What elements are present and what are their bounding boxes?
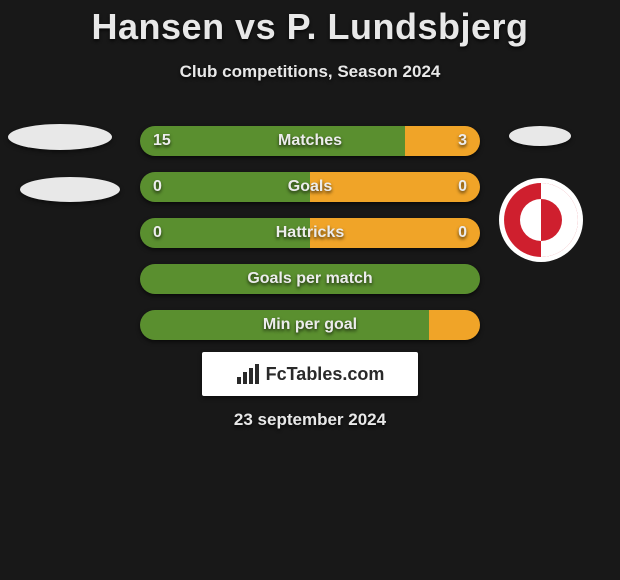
stat-value-left: 0 bbox=[153, 218, 162, 248]
fctables-attribution: FcTables.com bbox=[202, 352, 418, 396]
stat-label: Goals per match bbox=[140, 264, 480, 294]
stat-label: Goals bbox=[140, 172, 480, 202]
stat-bar: Goals0 0 bbox=[140, 172, 480, 202]
stat-label: Hattricks bbox=[140, 218, 480, 248]
bars-icon bbox=[236, 363, 262, 385]
stat-bar: Hattricks0 0 bbox=[140, 218, 480, 248]
stat-row: Min per goal bbox=[0, 310, 620, 340]
stat-value-left: 15 bbox=[153, 126, 171, 156]
page-subtitle: Club competitions, Season 2024 bbox=[0, 62, 620, 82]
stat-value-right: 0 bbox=[458, 172, 467, 202]
stat-label: Matches bbox=[140, 126, 480, 156]
player-right-placeholder bbox=[509, 126, 571, 146]
stat-bar: Min per goal bbox=[140, 310, 480, 340]
stat-bar: Goals per match bbox=[140, 264, 480, 294]
stat-value-right: 3 bbox=[458, 126, 467, 156]
date-label: 23 september 2024 bbox=[0, 410, 620, 430]
stat-value-right: 0 bbox=[458, 218, 467, 248]
stat-value-left: 0 bbox=[153, 172, 162, 202]
stat-row: Goals per match bbox=[0, 264, 620, 294]
stat-bar: Matches15 3 bbox=[140, 126, 480, 156]
page-title: Hansen vs P. Lundsbjerg bbox=[0, 0, 620, 48]
fctables-label: FcTables.com bbox=[266, 364, 385, 385]
player-left-placeholder bbox=[20, 177, 120, 202]
player-left-placeholder bbox=[8, 124, 112, 150]
stat-label: Min per goal bbox=[140, 310, 480, 340]
team-badge-right bbox=[499, 178, 583, 262]
